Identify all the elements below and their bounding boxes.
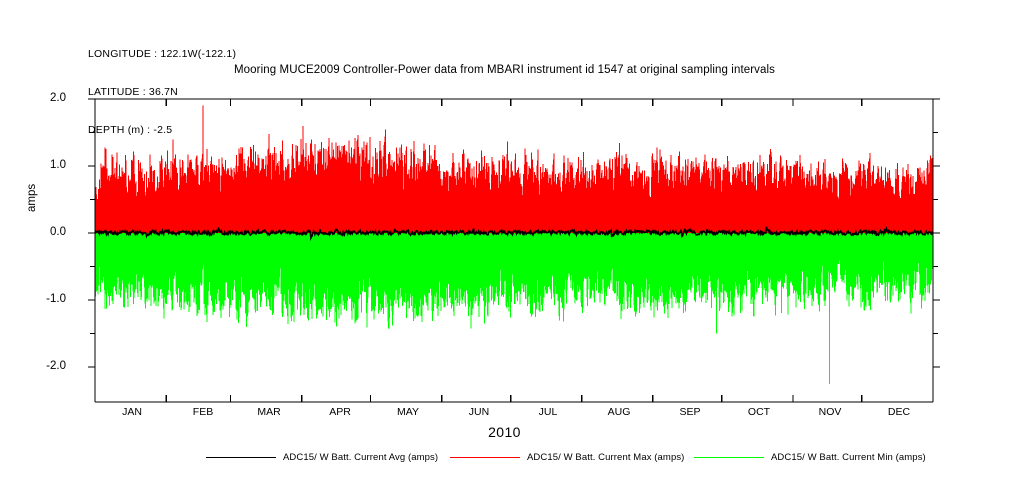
- x-tick-label-jul: JUL: [538, 406, 558, 418]
- y-tick-label: 0.0: [50, 226, 66, 238]
- y-tick-label: 1.0: [50, 159, 66, 171]
- chart-title: Mooring MUCE2009 Controller-Power data f…: [233, 64, 776, 76]
- station-metadata: LONGITUDE : 122.1W(-122.1) LATITUDE : 36…: [88, 23, 236, 149]
- y-tick-label: -2.0: [46, 360, 66, 372]
- legend-line-avg: [206, 456, 276, 458]
- series-min-trace: [94, 233, 934, 384]
- x-tick-label-mar: MAR: [257, 406, 281, 418]
- legend-label-avg: ADC15/ W Batt. Current Avg (amps): [283, 451, 439, 463]
- x-tick-label-apr: APR: [329, 406, 351, 418]
- x-axis-title: 2010: [488, 424, 521, 440]
- x-tick-label-sep: SEP: [679, 406, 701, 418]
- y-tick-label: 2.0: [50, 92, 66, 104]
- legend-line-min: [694, 456, 764, 458]
- x-tick-label-oct: OCT: [747, 406, 771, 418]
- longitude-line: LONGITUDE : 122.1W(-122.1): [88, 48, 237, 61]
- legend-entry-avg: ADC15/ W Batt. Current Avg (amps): [206, 446, 438, 468]
- x-tick-label-dec: DEC: [887, 406, 911, 418]
- y-tick-label: -1.0: [46, 293, 66, 305]
- x-tick-label-feb: FEB: [192, 406, 214, 418]
- legend-entry-min: ADC15/ W Batt. Current Min (amps): [694, 446, 926, 468]
- x-tick-label-aug: AUG: [607, 406, 631, 418]
- latitude-line: LATITUDE : 36.7N: [88, 85, 178, 98]
- series-avg-trace: [94, 225, 934, 242]
- depth-line: DEPTH (m) : -2.5: [88, 123, 173, 136]
- x-tick-label-jan: JAN: [122, 406, 142, 418]
- x-tick-label-nov: NOV: [818, 406, 842, 418]
- x-tick-label-jun: JUN: [468, 406, 490, 418]
- legend-label-max: ADC15/ W Batt. Current Max (amps): [527, 451, 685, 463]
- legend: ADC15/ W Batt. Current Avg (amps) ADC15/…: [0, 446, 1009, 468]
- legend-entry-max: ADC15/ W Batt. Current Max (amps): [450, 446, 684, 468]
- x-tick-label-may: MAY: [397, 406, 419, 418]
- legend-line-max: [450, 456, 520, 458]
- series-max-trace: [94, 105, 934, 233]
- legend-label-min: ADC15/ W Batt. Current Min (amps): [771, 451, 926, 463]
- axes-frame: [88, 98, 940, 403]
